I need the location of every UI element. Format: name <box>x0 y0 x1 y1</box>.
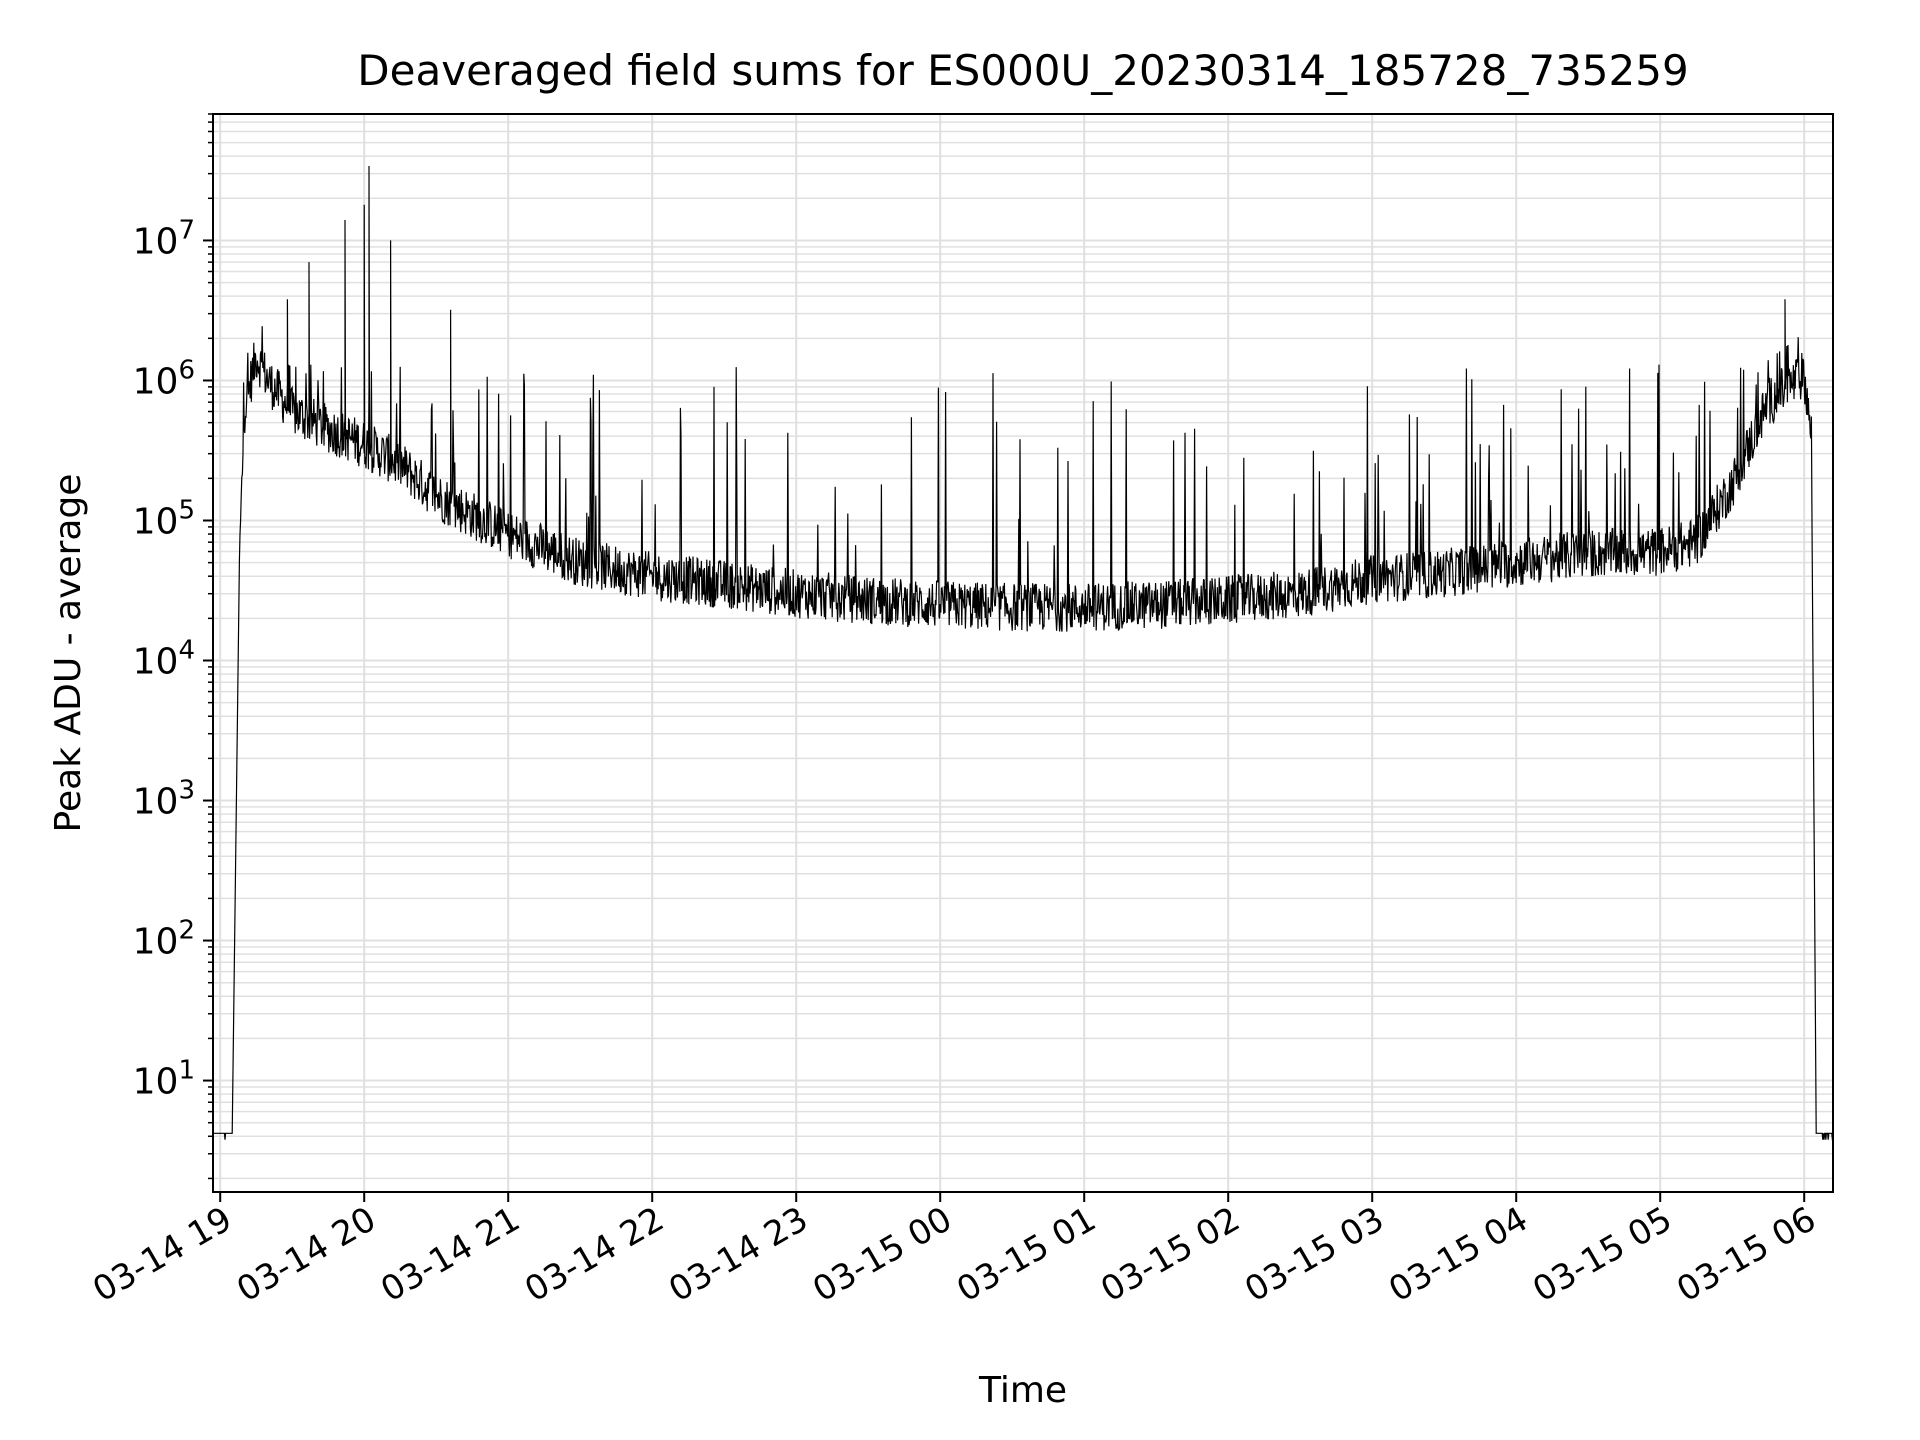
y-axis-label: Peak ADU - average <box>48 474 89 833</box>
y-tick-label: 106 <box>133 355 195 402</box>
x-axis-label: Time <box>978 1370 1067 1411</box>
chart-title: Deaveraged field sums for ES000U_2023031… <box>357 46 1688 95</box>
grid <box>213 113 1833 1192</box>
y-tick-exponent: 7 <box>178 215 195 245</box>
y-tick-exponent: 3 <box>178 776 195 806</box>
y-tick-label: 104 <box>133 636 195 683</box>
y-tick-label: 102 <box>133 916 195 963</box>
y-tick-label: 101 <box>133 1056 195 1103</box>
y-tick-exponent: 4 <box>178 636 195 666</box>
y-tick-label: 103 <box>133 776 195 823</box>
y-tick-exponent: 1 <box>178 1056 195 1086</box>
y-tick-exponent: 2 <box>178 916 195 946</box>
y-tick-base: 10 <box>133 1062 179 1103</box>
y-tick-base: 10 <box>133 361 179 402</box>
y-tick-base: 10 <box>133 501 179 542</box>
y-tick-exponent: 6 <box>178 355 195 385</box>
y-tick-base: 10 <box>133 642 179 683</box>
plot-data <box>213 165 1833 1141</box>
plot-frame <box>212 113 1834 1193</box>
y-tick-label: 105 <box>133 495 195 542</box>
series-line <box>213 165 1833 1141</box>
y-tick-base: 10 <box>133 922 179 963</box>
y-tick-exponent: 5 <box>178 495 195 525</box>
y-tick-base: 10 <box>133 221 179 262</box>
y-tick-base: 10 <box>133 782 179 823</box>
y-tick-label: 107 <box>133 215 195 262</box>
